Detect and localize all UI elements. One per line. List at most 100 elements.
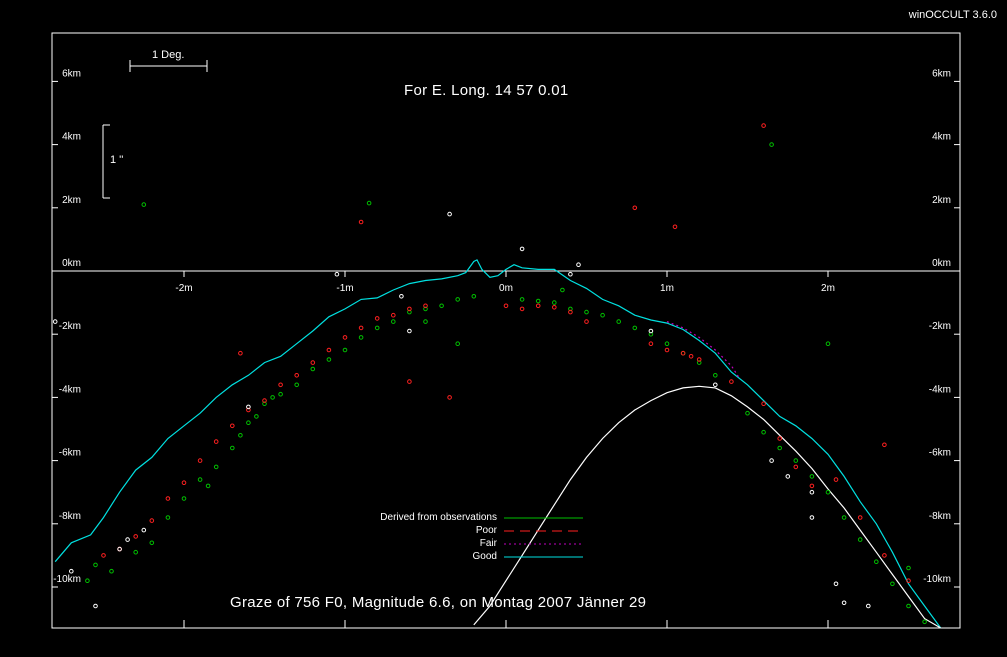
- observation-point: [890, 581, 895, 587]
- observation-point: [648, 341, 654, 347]
- observation-point: [326, 347, 332, 353]
- observation-point: [584, 319, 589, 324]
- observation-point: [825, 341, 831, 347]
- observation-point: [729, 379, 734, 384]
- observation-point: [294, 382, 300, 388]
- observation-point: [238, 350, 243, 356]
- degree-scale-label: 1 Deg.: [152, 49, 185, 61]
- observation-point: [447, 395, 452, 400]
- observation-point: [833, 477, 839, 482]
- y-tick-label-left: -4km: [59, 384, 81, 395]
- observation-point: [906, 603, 911, 609]
- observation-point: [777, 436, 783, 441]
- legend-label-fair: Fair: [479, 538, 497, 549]
- observation-point: [52, 319, 58, 324]
- observation-point: [109, 568, 114, 574]
- series-line-0: [54, 259, 942, 629]
- x-tick-label: -1m: [336, 283, 353, 294]
- observation-point: [246, 420, 251, 426]
- observation-point: [447, 211, 452, 217]
- observation-point: [600, 312, 605, 318]
- observation-point: [552, 305, 557, 310]
- y-tick-label-right: -8km: [929, 511, 951, 522]
- y-tick-label-right: -10km: [923, 574, 951, 585]
- observation-point: [334, 271, 340, 277]
- observation-point: [761, 401, 766, 407]
- graze-caption: Graze of 756 F0, Magnitude 6.6, on Monta…: [230, 594, 647, 611]
- arcsec-scale-label: 1 '': [110, 154, 124, 166]
- observation-point: [841, 515, 847, 520]
- observation-point: [93, 603, 98, 609]
- observation-point: [519, 306, 525, 312]
- observation-point: [793, 464, 799, 470]
- y-tick-label-left: -2km: [59, 321, 81, 332]
- y-tick-label-left: -8km: [59, 511, 81, 522]
- observation-point: [769, 458, 774, 463]
- observation-point: [69, 568, 74, 574]
- observation-point: [278, 382, 283, 388]
- observation-point: [576, 262, 581, 268]
- legend-swatches: [504, 517, 583, 558]
- observation-point: [761, 429, 766, 435]
- observation-point: [809, 489, 815, 495]
- y-tick-label-left: -6km: [59, 448, 81, 459]
- y-tick-label-left: 0km: [62, 258, 81, 269]
- plot-frame: [51, 32, 961, 629]
- observation-point: [785, 474, 791, 479]
- observation-point: [230, 445, 235, 451]
- x-tick-label: 2m: [821, 283, 835, 294]
- observation-point: [519, 297, 525, 302]
- observation-point: [680, 350, 686, 356]
- y-axis-ticks: 6km 6km 4km 4km 2km 2km 0km 0km -2km -2km -4km -4km…: [52, 68, 960, 588]
- y-tick-label-right: 4km: [932, 132, 951, 143]
- observation-point: [809, 474, 815, 479]
- observation-point: [358, 335, 364, 340]
- y-tick-label-left: 6km: [62, 68, 81, 79]
- observation-point: [825, 489, 831, 495]
- plot-title: For E. Long. 14 57 0.01: [404, 82, 569, 99]
- observation-point: [535, 303, 541, 309]
- observation-point: [85, 578, 90, 584]
- observation-point: [149, 518, 155, 523]
- x-tick-label: 0m: [499, 283, 513, 294]
- observation-point: [230, 423, 235, 429]
- observation-point: [407, 328, 412, 334]
- observation-point: [358, 325, 364, 331]
- observation-point: [278, 391, 283, 397]
- observation-point: [270, 395, 275, 400]
- observation-point: [374, 325, 380, 331]
- observation-point: [648, 328, 654, 334]
- observation-point: [616, 319, 622, 324]
- degree-scale-bar: [129, 60, 208, 72]
- app-version-label: winOCCULT 3.6.0: [908, 9, 997, 21]
- observation-point: [906, 578, 911, 584]
- observation-point: [310, 360, 316, 365]
- observation-point: [906, 565, 911, 571]
- observation-point: [149, 540, 155, 546]
- observation-point: [246, 404, 251, 410]
- observation-point: [358, 219, 364, 225]
- observation-point: [205, 483, 211, 489]
- observation-point: [455, 297, 461, 302]
- observation-point: [584, 309, 589, 315]
- observation-point: [761, 123, 766, 128]
- observation-point: [197, 477, 203, 482]
- observation-point: [342, 335, 348, 340]
- observation-point: [213, 464, 219, 470]
- observation-point: [793, 458, 799, 463]
- y-tick-label-right: 2km: [932, 195, 951, 206]
- observation-point: [391, 312, 396, 318]
- observation-point: [165, 496, 171, 501]
- observation-point: [141, 527, 147, 533]
- observation-point: [713, 382, 718, 388]
- observation-point: [922, 619, 927, 625]
- arcsec-scale-bar: [102, 124, 110, 199]
- observation-point: [471, 294, 477, 299]
- observation-point: [125, 537, 130, 542]
- observation-point: [809, 483, 815, 489]
- observation-point: [407, 306, 412, 312]
- observation-point: [568, 271, 573, 277]
- observation-point: [391, 319, 396, 324]
- observation-point: [535, 298, 541, 304]
